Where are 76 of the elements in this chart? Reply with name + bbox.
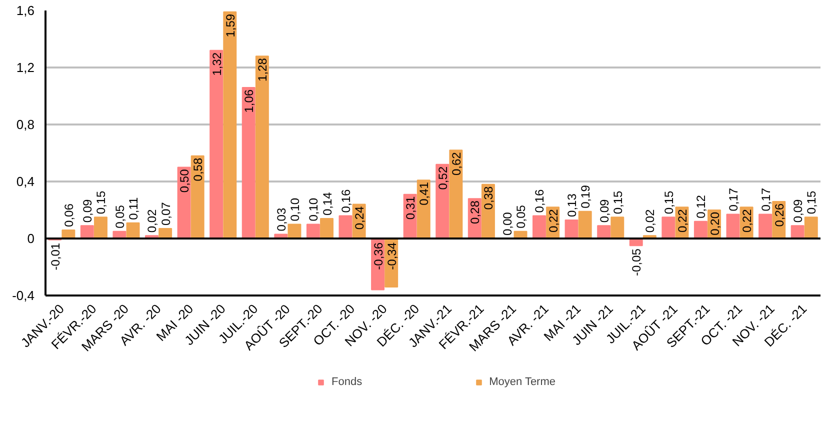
data-label: 0,00 <box>500 212 514 236</box>
data-label: 0,20 <box>708 212 722 236</box>
bar <box>255 56 269 239</box>
bar <box>758 214 772 239</box>
bar <box>804 216 818 239</box>
y-tick-label: 1,2 <box>16 60 35 75</box>
legend-label: Moyen Terme <box>489 376 556 388</box>
bar <box>210 50 224 239</box>
bar <box>564 219 578 239</box>
data-label: 0,09 <box>597 198 612 223</box>
y-tick-label: 0,4 <box>16 174 35 189</box>
data-label: 0,31 <box>404 196 418 220</box>
bar <box>662 216 676 239</box>
data-label: 0,26 <box>772 203 786 227</box>
y-tick-label: -0,4 <box>12 288 35 303</box>
data-label: 0,10 <box>288 198 302 222</box>
data-label: 0,09 <box>791 198 806 223</box>
data-label: 1,28 <box>256 58 270 82</box>
data-label: 0,17 <box>758 188 773 212</box>
bar <box>320 218 334 239</box>
data-label: 0,11 <box>126 197 141 220</box>
data-label: 0,05 <box>112 204 127 228</box>
data-label: 0,52 <box>436 166 450 190</box>
data-label: 0,19 <box>578 184 593 208</box>
data-label: 1,59 <box>223 14 238 38</box>
bar <box>578 210 592 239</box>
bar <box>338 215 352 239</box>
data-label: 0,07 <box>158 202 173 226</box>
data-label: 0,15 <box>804 190 819 214</box>
data-label: 0,38 <box>482 186 496 210</box>
data-label: 0,22 <box>740 208 754 233</box>
data-label: 0,22 <box>675 208 690 233</box>
data-label: 0,09 <box>80 198 95 223</box>
data-label: 0,17 <box>726 188 740 212</box>
bar <box>597 225 611 239</box>
bar <box>242 86 256 239</box>
bar <box>80 225 94 239</box>
data-label: 1,32 <box>210 52 224 76</box>
data-label: 0,58 <box>191 158 206 182</box>
bar <box>694 220 708 239</box>
data-label: 0,16 <box>338 189 353 213</box>
data-label: 0,41 <box>417 182 432 206</box>
data-label: 0,03 <box>274 208 288 232</box>
bar <box>610 216 624 239</box>
data-label: 0,14 <box>320 192 334 216</box>
data-label: 0,02 <box>643 208 658 233</box>
data-label: -0,36 <box>371 242 386 270</box>
bar <box>94 216 108 239</box>
data-label: 0,24 <box>352 206 367 230</box>
data-label: 0,06 <box>62 203 76 227</box>
data-label: 1,06 <box>242 89 256 113</box>
data-label: 0,02 <box>145 208 160 233</box>
y-tick-label: 1,6 <box>16 3 35 18</box>
data-label: -0,05 <box>630 248 644 276</box>
bar <box>726 214 740 239</box>
bar <box>223 11 237 239</box>
data-label: -0,01 <box>48 242 62 270</box>
legend-label: Fonds <box>331 376 362 388</box>
data-label: 0,50 <box>178 168 192 193</box>
data-label: 0,15 <box>662 190 676 214</box>
data-label: 0,10 <box>306 198 321 222</box>
data-label: 0,05 <box>514 204 528 228</box>
data-label: 0,15 <box>610 190 625 214</box>
data-label: 0,12 <box>694 194 708 218</box>
y-tick-label: 0 <box>27 231 35 246</box>
data-label: 0,62 <box>449 152 464 176</box>
data-label: 0,15 <box>94 190 108 214</box>
bar <box>790 225 804 239</box>
data-label: 0,13 <box>565 193 580 217</box>
y-tick-label: 0,8 <box>16 117 35 132</box>
data-label: 0,28 <box>468 200 482 224</box>
data-label: 0,16 <box>532 189 547 213</box>
bar <box>449 150 463 239</box>
data-label: -0,34 <box>384 242 399 270</box>
data-label: 0,22 <box>546 208 560 233</box>
bar <box>532 215 546 239</box>
